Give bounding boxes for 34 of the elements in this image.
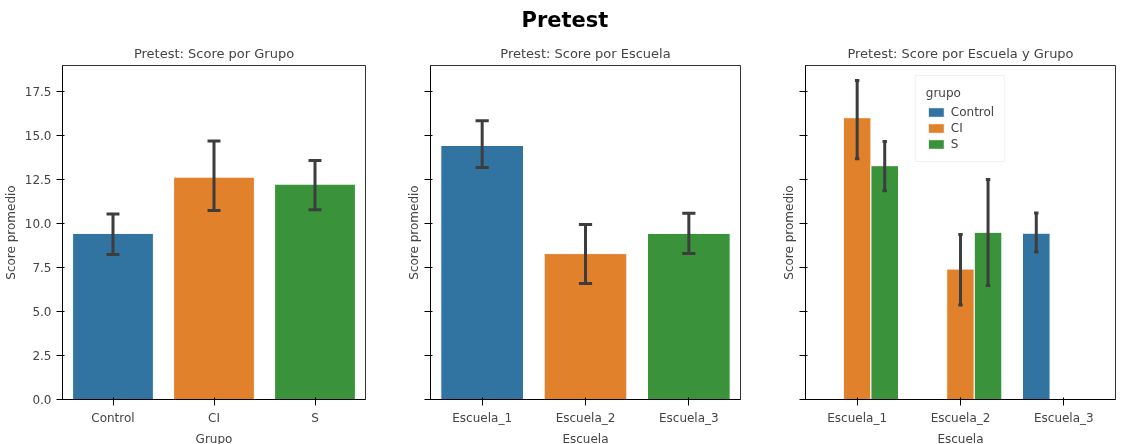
x-tick-label: CI [208, 410, 220, 425]
bar [1022, 232, 1051, 400]
y-axis-title: Score promedio [781, 185, 796, 280]
y-tick-label: 12.5 [24, 173, 52, 188]
text: Pretest [521, 7, 609, 34]
y-tick-label: 17.5 [24, 85, 52, 100]
bar [173, 176, 255, 400]
chart-title: Pretest: Score por Escuela [500, 45, 671, 61]
legend-label: S [950, 137, 960, 151]
x-tick-label: Escuela_2 [555, 410, 616, 425]
bar [274, 183, 356, 400]
y-axis-title: Score promedio [3, 185, 18, 280]
x-tick-label: Escuela_1 [827, 410, 888, 425]
bar [72, 232, 154, 400]
y-tick-label: 15.0 [24, 129, 52, 144]
legend-label: CI [950, 121, 964, 135]
x-tick-label: Escuela_3 [658, 410, 719, 425]
y-tick-label: 10.0 [24, 217, 52, 232]
x-axis-title: Escuela [562, 431, 609, 444]
chart-title: Pretest: Score por Grupo [133, 45, 295, 61]
legend-label: Control [950, 105, 995, 119]
y-tick-label: 5.0 [32, 305, 52, 320]
x-tick-label: Control [91, 410, 135, 425]
y-axis-title: Score promedio [406, 185, 421, 280]
x-tick-label: S [311, 410, 319, 425]
chart-title: Pretest: Score por Escuela y Grupo [847, 45, 1074, 61]
y-tick-label: 7.5 [32, 261, 52, 276]
x-tick-label: Escuela_3 [1033, 410, 1094, 425]
y-tick-label: 2.5 [32, 349, 52, 364]
legend-title: grupo [925, 86, 962, 100]
x-tick-label: Escuela_2 [930, 410, 991, 425]
x-tick-label: Escuela_1 [452, 410, 513, 425]
y-tick-label: 0.0 [32, 393, 52, 407]
x-axis-title: Escuela [937, 431, 984, 444]
